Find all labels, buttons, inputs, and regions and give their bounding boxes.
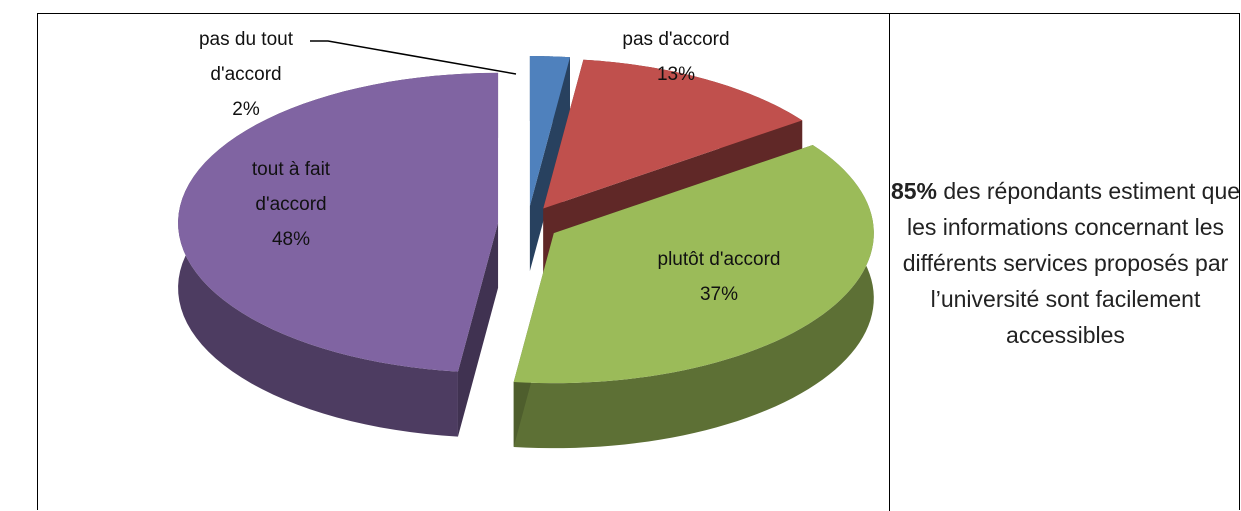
value-label: 37% xyxy=(699,284,739,305)
value-label: 13% xyxy=(656,64,696,85)
chart-cell: pas du tout d'accord 2% pas d'accord 13% plu… xyxy=(38,14,890,511)
slice-wall xyxy=(457,222,499,437)
slice-side xyxy=(513,144,874,449)
category-label: tout à fait d'accord xyxy=(251,159,331,215)
category-label: pas du tout d'accord xyxy=(198,29,294,85)
slice xyxy=(529,56,570,207)
note-cell: 85% des répondants estiment que les info… xyxy=(890,14,1241,511)
note-text: des répondants estiment que les informat… xyxy=(902,177,1241,348)
value-label: 2% xyxy=(232,99,260,120)
note-highlight: 85% xyxy=(890,177,937,204)
frame: pas du tout d'accord 2% pas d'accord 13% plu… xyxy=(37,13,1241,511)
leader-line xyxy=(310,40,517,75)
slice-wall xyxy=(529,57,570,272)
pie-chart xyxy=(178,40,874,449)
note: 85% des répondants estiment que les info… xyxy=(890,173,1241,353)
category-label: plutôt d'accord xyxy=(657,249,781,270)
slice xyxy=(513,144,874,384)
value-label: 48% xyxy=(271,229,311,250)
category-label: pas d'accord xyxy=(622,29,730,50)
slice xyxy=(178,72,499,372)
slice xyxy=(543,59,803,209)
